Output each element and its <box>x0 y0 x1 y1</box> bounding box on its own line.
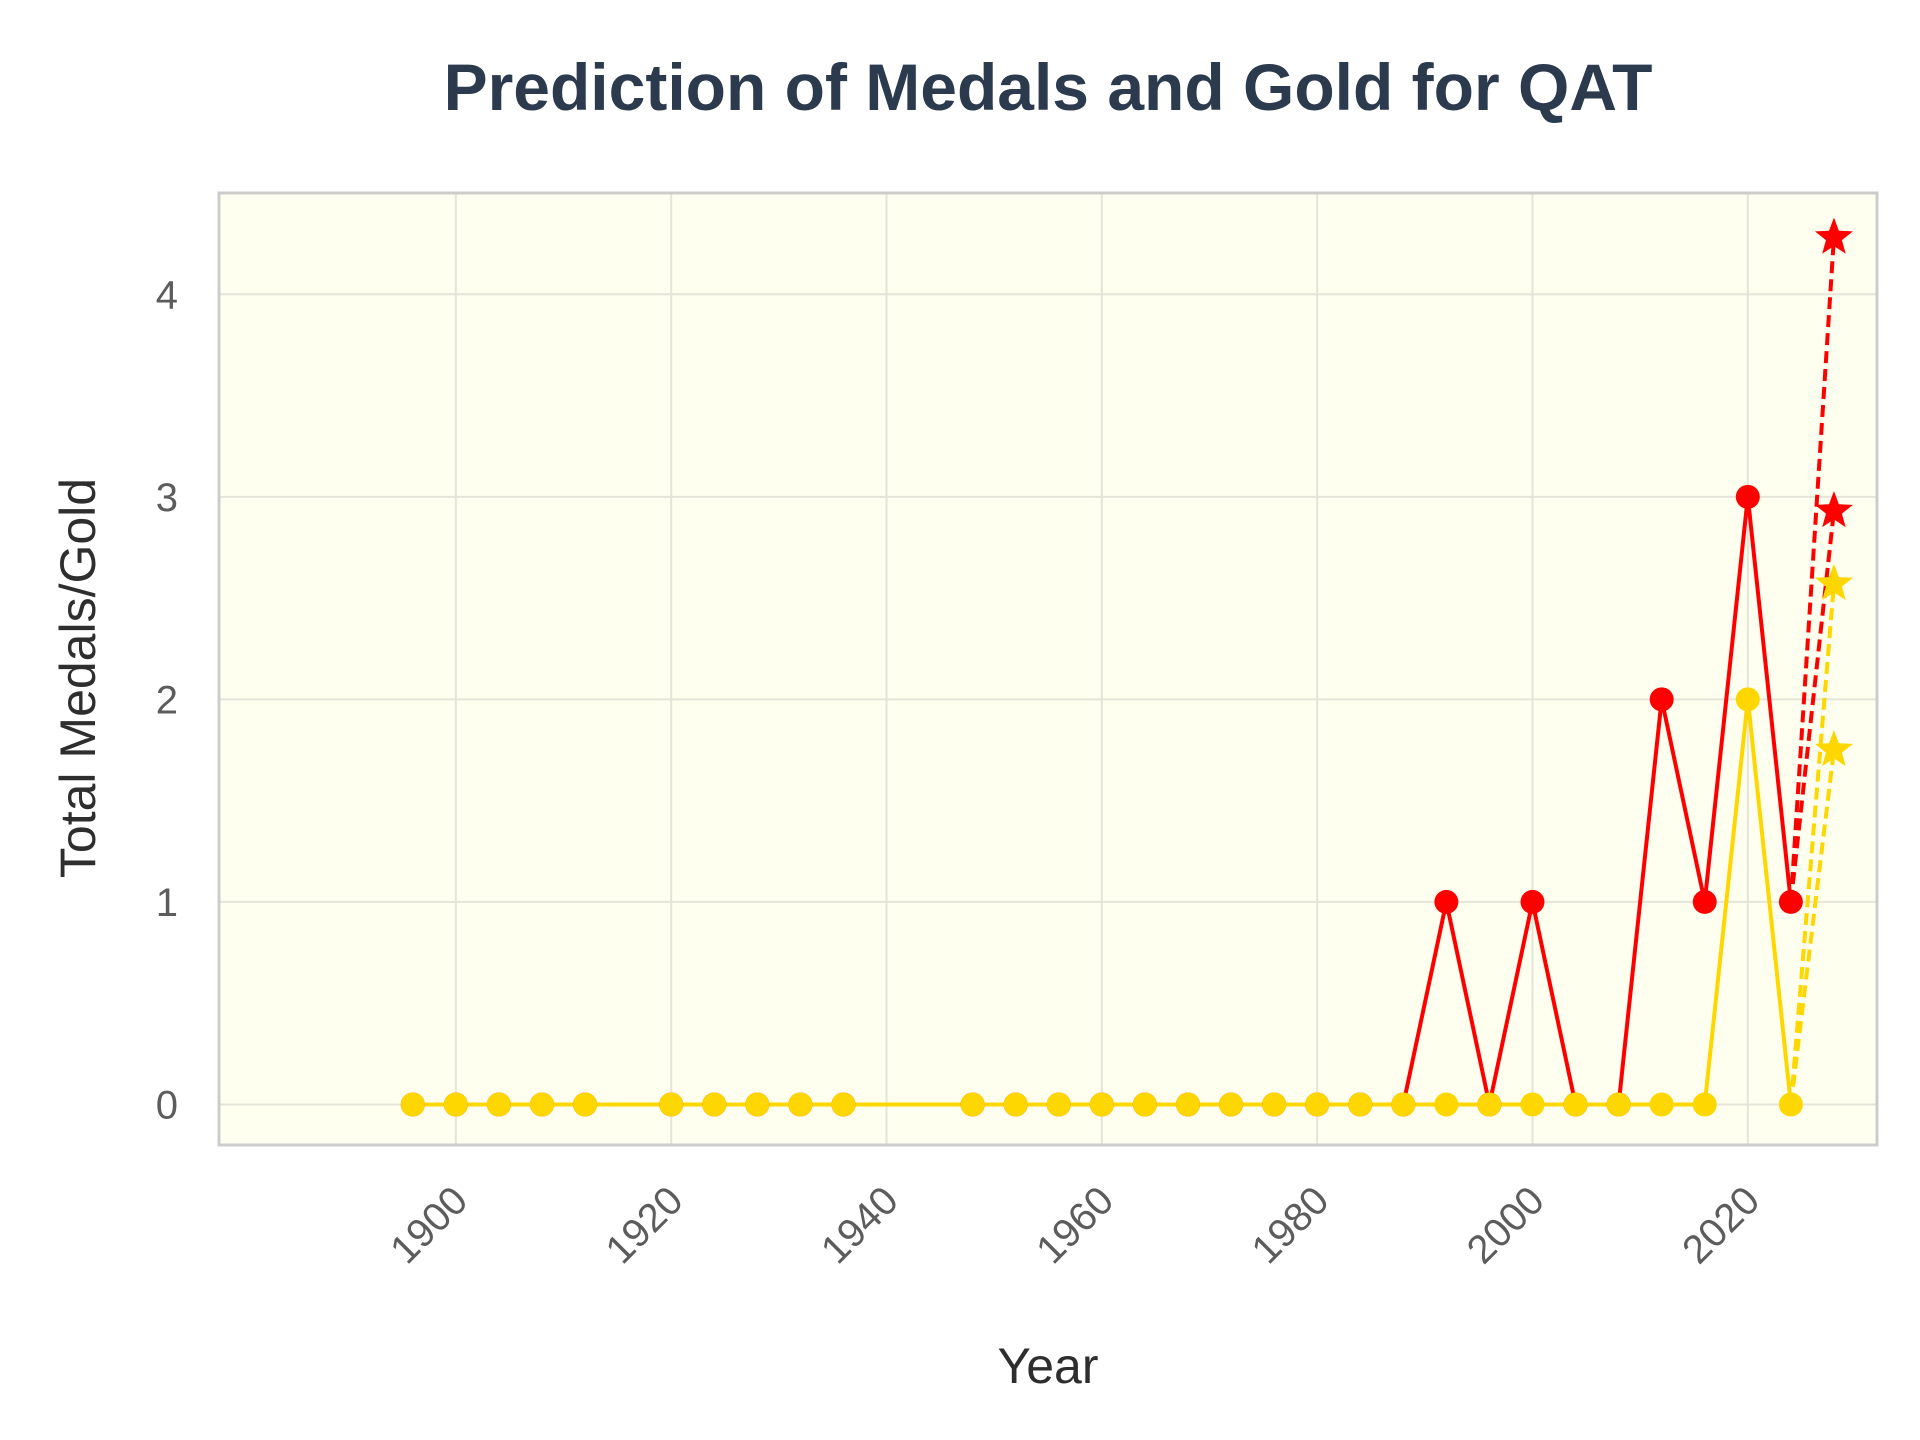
y-tick-label: 0 <box>156 1083 178 1127</box>
total-point <box>1649 687 1674 712</box>
y-axis-label: Total Medals/Gold <box>50 478 106 878</box>
gold-point <box>443 1092 468 1117</box>
gold-point <box>1606 1092 1631 1117</box>
gold-point <box>960 1092 985 1117</box>
y-tick-label: 2 <box>156 678 178 722</box>
gold-point <box>1003 1092 1028 1117</box>
x-axis-label: Year <box>997 1338 1098 1394</box>
total-point <box>1434 889 1459 914</box>
gold-point <box>1735 687 1760 712</box>
gold-prediction-line <box>1788 749 1836 1105</box>
gold-point <box>1219 1092 1244 1117</box>
gold-point <box>529 1092 554 1117</box>
total-point <box>1520 889 1545 914</box>
gold-point <box>1089 1092 1114 1117</box>
gold-prediction-star <box>1814 563 1853 601</box>
gold-point <box>1391 1092 1416 1117</box>
gold-point <box>745 1092 770 1117</box>
total-prediction-star <box>1814 491 1853 528</box>
total-prediction-line <box>1788 510 1836 903</box>
gold-point <box>1649 1092 1674 1117</box>
y-tick-label: 3 <box>156 476 178 520</box>
gold-point <box>1175 1092 1200 1117</box>
total-point <box>1692 889 1717 914</box>
gold-point <box>1262 1092 1287 1117</box>
y-tick-label: 4 <box>156 273 178 317</box>
gold-point <box>573 1092 598 1117</box>
gold-point <box>1563 1092 1588 1117</box>
total-point <box>1778 889 1803 914</box>
gold-point <box>1305 1092 1330 1117</box>
gold-prediction-line <box>1788 583 1836 1105</box>
total-prediction-line <box>1788 237 1836 903</box>
total-prediction-star <box>1814 217 1853 254</box>
total-point <box>1735 484 1760 509</box>
gold-point <box>659 1092 684 1117</box>
y-tick-label: 1 <box>156 881 178 925</box>
gold-prediction-star <box>1814 730 1853 767</box>
gold-point <box>1778 1092 1803 1117</box>
gold-point <box>788 1092 813 1117</box>
gold-point <box>702 1092 727 1117</box>
gold-point <box>1434 1092 1459 1117</box>
gold-point <box>1348 1092 1373 1117</box>
chart-title: Prediction of Medals and Gold for QAT <box>444 50 1653 124</box>
plot-area <box>219 193 1877 1145</box>
gold-point <box>486 1092 511 1117</box>
gold-point <box>1477 1092 1502 1117</box>
gold-point <box>1046 1092 1071 1117</box>
gold-point <box>400 1092 425 1117</box>
markers <box>400 217 1853 1117</box>
gold-point <box>1692 1092 1717 1117</box>
gold-point <box>1132 1092 1157 1117</box>
plot-frame <box>217 191 1879 1147</box>
gold-point <box>1520 1092 1545 1117</box>
gold-point <box>831 1092 856 1117</box>
